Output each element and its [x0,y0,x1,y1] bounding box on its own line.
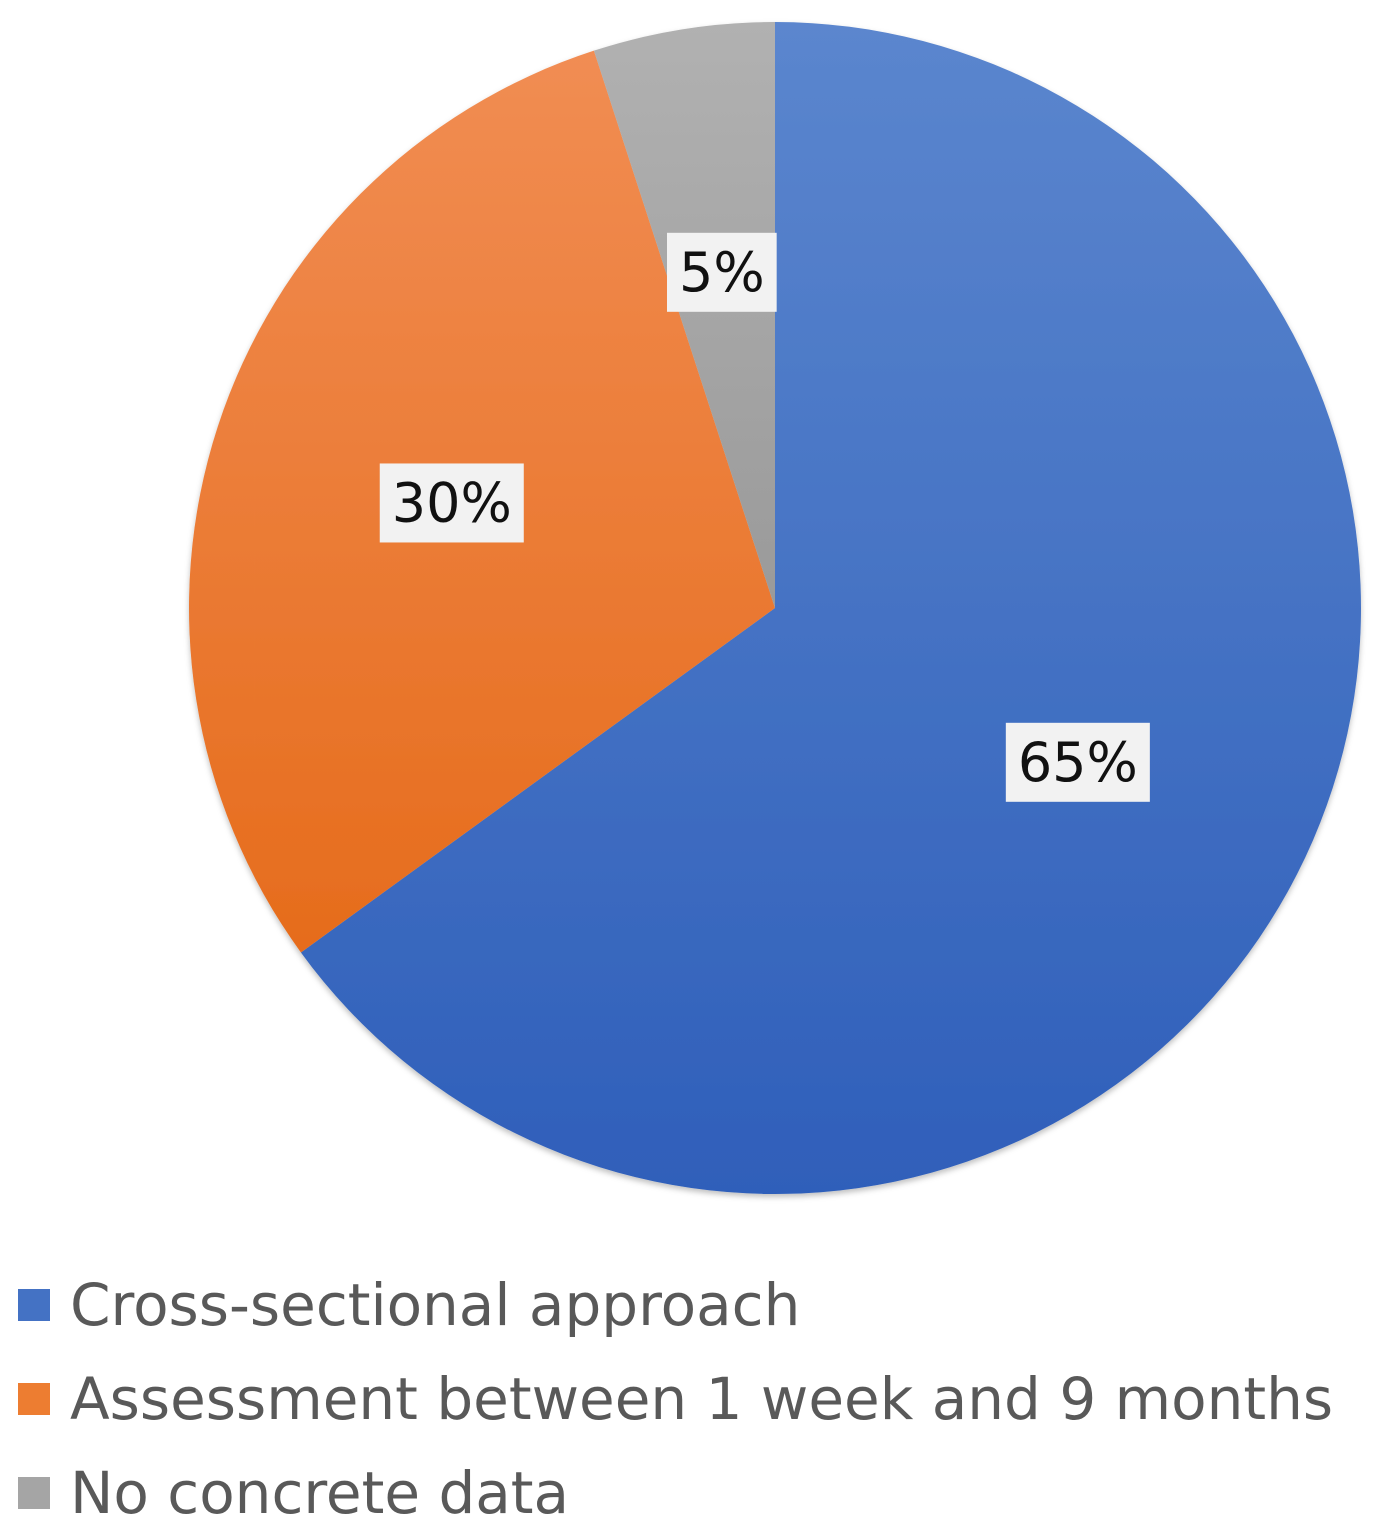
legend-swatch [18,1289,50,1321]
legend-item: No concrete data [18,1446,1333,1540]
pie-chart: 65% 30% 5% [188,22,1362,1194]
chart-legend: Cross-sectional approach Assessment betwe… [18,1258,1333,1540]
data-label-3: 5% [666,232,777,312]
pie-data-labels: 65% 30% 5% [379,232,1150,802]
data-label-text: 30% [392,471,512,534]
data-label-2: 30% [379,463,524,543]
legend-item: Cross-sectional approach [18,1258,1333,1352]
pie-slice-3 [593,22,775,608]
data-label-box [1005,722,1150,802]
data-label-1: 65% [1005,722,1150,802]
legend-swatch [18,1477,50,1509]
data-label-box [379,463,524,543]
data-label-box [666,232,777,312]
legend-item: Assessment between 1 week and 9 months [18,1352,1333,1446]
data-label-text: 65% [1018,731,1138,794]
pie-slices [188,22,1362,1194]
pie-slice-1 [300,22,1362,1194]
legend-label: No concrete data [70,1459,570,1527]
legend-label: Cross-sectional approach [70,1271,801,1339]
data-label-text: 5% [679,241,765,304]
legend-label: Assessment between 1 week and 9 months [70,1365,1334,1433]
legend-swatch [18,1383,50,1415]
